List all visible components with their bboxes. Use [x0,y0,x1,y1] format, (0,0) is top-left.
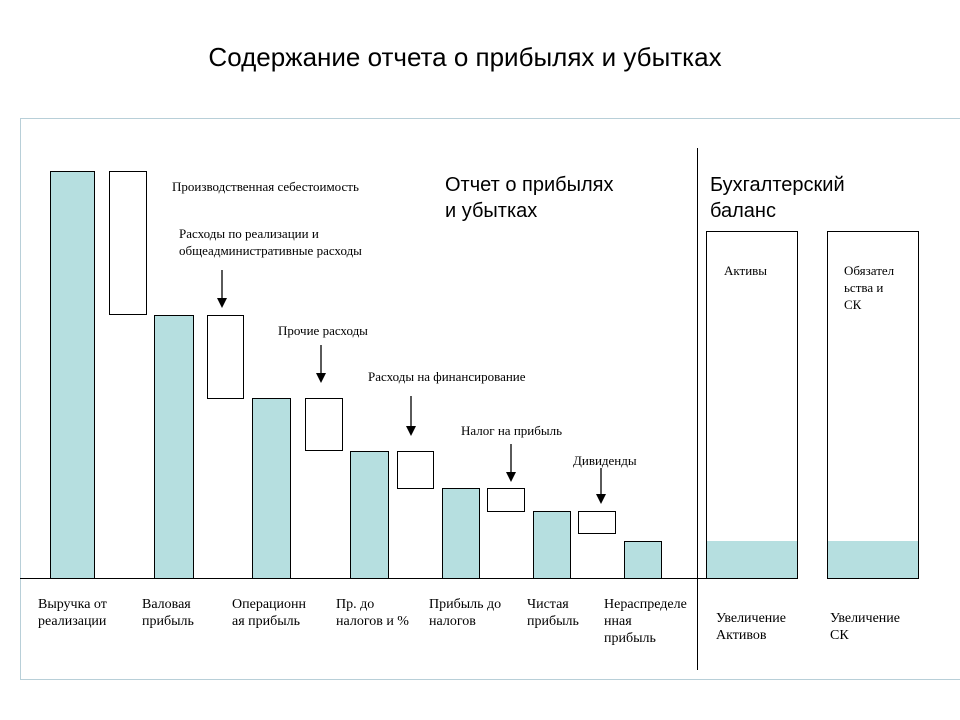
balance-equity-increase [828,541,918,578]
category-net-profit: Чистая прибыль [527,597,579,629]
balance-assets-increase [707,541,797,578]
bar-other-cost [305,398,343,451]
bar-dividends [578,511,616,534]
arrow-tax [506,444,516,482]
category-revenue: Выручка от реализации [38,597,107,629]
category-pretax-profit: Прибыль до налогов [429,597,502,629]
bar-tax [487,488,525,512]
balance-liabilities-box [827,231,919,579]
diagram-frame [20,118,960,680]
bar-net-profit [533,511,571,579]
category-retained-earnings: Нераспределе нная прибыль [604,597,687,646]
category-increase-assets: Увеличение Активов [716,611,787,643]
bar-revenue [50,171,95,579]
bs-heading: Бухгалтерский баланс [710,174,845,222]
baseline [20,578,720,579]
category-operating-profit: Операционн ая прибыль [232,597,306,629]
bar-pretax-profit [442,488,480,579]
bar-retained-earnings [624,541,662,579]
pl-heading: Отчет о прибылях и убытках [445,174,614,222]
arrow-selling-admin [217,270,227,308]
bar-financing-cost [397,451,434,489]
page-title: Содержание отчета о прибылях и убытках [208,42,722,72]
arrow-financing-cost [406,396,416,436]
bar-selling-admin-cost [207,315,244,399]
bar-pretax-interest [350,451,389,579]
bar-production-cost [109,171,147,315]
bar-gross-profit [154,315,194,579]
label-assets: Активы [724,263,768,278]
label-production-cost: Производственная себестоимость [172,179,359,194]
arrow-dividends [596,468,606,504]
category-gross-profit: Валовая прибыль [142,597,194,629]
label-liabilities-equity: Обязател ьства и СК [844,263,895,312]
arrow-other-cost [316,345,326,383]
category-pretax-interest: Пр. до налогов и % [336,597,409,629]
category-increase-equity: Увеличение СК [830,611,901,643]
label-tax: Налог на прибыль [461,423,562,438]
label-selling-admin-cost: Расходы по реализации и общеадминистрати… [179,226,362,258]
label-other-cost: Прочие расходы [278,323,368,338]
bar-operating-profit [252,398,291,579]
label-dividends: Дивиденды [573,453,637,468]
label-financing-cost: Расходы на финансирование [368,369,526,384]
balance-assets-box [706,231,798,579]
section-divider [697,148,698,670]
